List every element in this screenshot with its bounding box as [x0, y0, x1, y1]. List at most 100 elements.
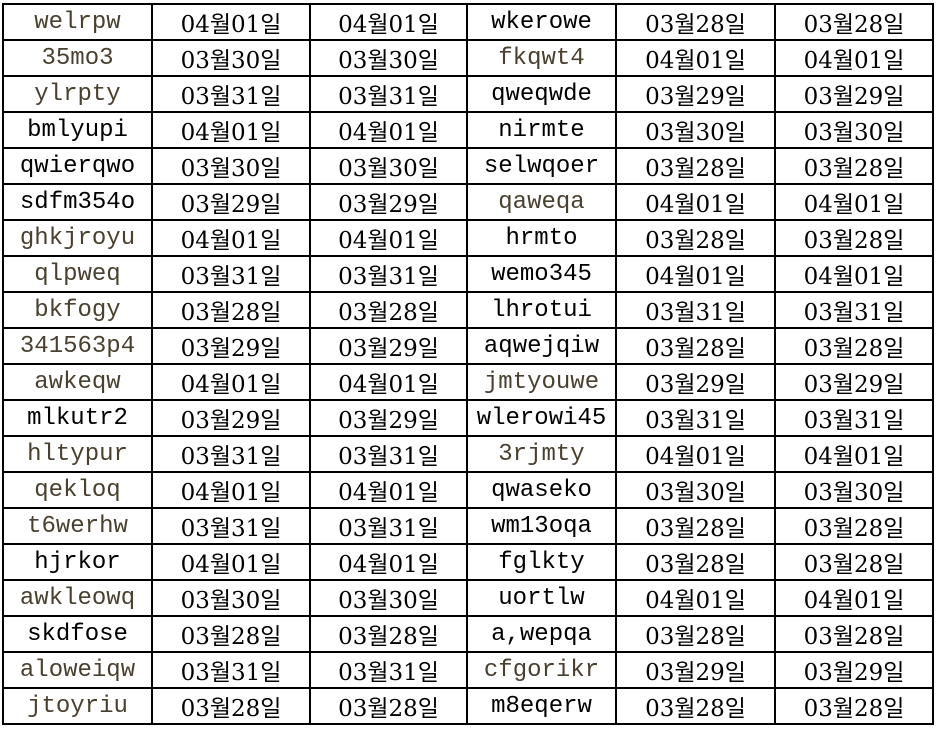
date-cell[interactable]: 03월28일 [774, 687, 934, 725]
date-cell[interactable]: 03월29일 [151, 327, 311, 365]
date-cell[interactable]: 03월28일 [309, 615, 468, 653]
name-cell-left[interactable]: sdfm354o [2, 183, 153, 221]
date-cell[interactable]: 03월29일 [309, 399, 468, 437]
date-cell[interactable]: 03월31일 [309, 435, 468, 473]
date-cell[interactable]: 03월30일 [151, 39, 311, 77]
date-cell[interactable]: 04월01일 [615, 183, 776, 221]
name-cell-right[interactable]: fglkty [466, 543, 617, 581]
name-cell-right[interactable]: selwqoer [466, 147, 617, 185]
date-cell[interactable]: 03월28일 [151, 687, 311, 725]
name-cell-right[interactable]: aqwejqiw [466, 327, 617, 365]
date-cell[interactable]: 03월31일 [774, 291, 934, 329]
date-cell[interactable]: 03월28일 [615, 543, 776, 581]
date-cell[interactable]: 04월01일 [774, 183, 934, 221]
date-cell[interactable]: 03월29일 [774, 363, 934, 401]
name-cell-left[interactable]: hjrkor [2, 543, 153, 581]
name-cell-left[interactable]: ghkjroyu [2, 219, 153, 257]
name-cell-right[interactable]: qweqwde [466, 75, 617, 113]
date-cell[interactable]: 03월30일 [615, 471, 776, 509]
date-cell[interactable]: 03월29일 [151, 399, 311, 437]
date-cell[interactable]: 03월28일 [615, 219, 776, 257]
date-cell[interactable]: 03월30일 [309, 147, 468, 185]
date-cell[interactable]: 03월29일 [309, 183, 468, 221]
date-cell[interactable]: 03월29일 [151, 183, 311, 221]
date-cell[interactable]: 04월01일 [774, 39, 934, 77]
name-cell-right[interactable]: a,wepqa [466, 615, 617, 653]
name-cell-left[interactable]: qekloq [2, 471, 153, 509]
name-cell-right[interactable]: m8eqerw [466, 687, 617, 725]
date-cell[interactable]: 04월01일 [151, 219, 311, 257]
date-cell[interactable]: 03월31일 [151, 507, 311, 545]
date-cell[interactable]: 03월30일 [615, 111, 776, 149]
date-cell[interactable]: 03월30일 [774, 471, 934, 509]
date-cell[interactable]: 03월28일 [615, 615, 776, 653]
date-cell[interactable]: 03월28일 [774, 3, 934, 41]
name-cell-left[interactable]: bmlyupi [2, 111, 153, 149]
name-cell-right[interactable]: wkerowe [466, 3, 617, 41]
date-cell[interactable]: 04월01일 [151, 543, 311, 581]
name-cell-right[interactable]: qwaseko [466, 471, 617, 509]
date-cell[interactable]: 04월01일 [151, 363, 311, 401]
name-cell-left[interactable]: t6werhw [2, 507, 153, 545]
date-cell[interactable]: 04월01일 [774, 255, 934, 293]
date-cell[interactable]: 03월28일 [774, 615, 934, 653]
date-cell[interactable]: 03월30일 [774, 111, 934, 149]
name-cell-left[interactable]: aloweiqw [2, 651, 153, 689]
name-cell-left[interactable]: awkleowq [2, 579, 153, 617]
date-cell[interactable]: 03월31일 [309, 75, 468, 113]
name-cell-right[interactable]: uortlw [466, 579, 617, 617]
name-cell-left[interactable]: ylrpty [2, 75, 153, 113]
name-cell-right[interactable]: qaweqa [466, 183, 617, 221]
name-cell-right[interactable]: hrmto [466, 219, 617, 257]
date-cell[interactable]: 03월28일 [151, 615, 311, 653]
date-cell[interactable]: 03월30일 [309, 579, 468, 617]
date-cell[interactable]: 04월01일 [309, 111, 468, 149]
date-cell[interactable]: 04월01일 [615, 255, 776, 293]
name-cell-left[interactable]: bkfogy [2, 291, 153, 329]
date-cell[interactable]: 03월29일 [774, 651, 934, 689]
date-cell[interactable]: 04월01일 [309, 219, 468, 257]
date-cell[interactable]: 03월30일 [309, 39, 468, 77]
date-cell[interactable]: 03월28일 [151, 291, 311, 329]
date-cell[interactable]: 04월01일 [309, 363, 468, 401]
name-cell-right[interactable]: 3rjmty [466, 435, 617, 473]
name-cell-right[interactable]: wemo345 [466, 255, 617, 293]
date-cell[interactable]: 04월01일 [615, 579, 776, 617]
name-cell-right[interactable]: nirmte [466, 111, 617, 149]
date-cell[interactable]: 03월29일 [774, 75, 934, 113]
name-cell-right[interactable]: jmtyouwe [466, 363, 617, 401]
name-cell-right[interactable]: cfgorikr [466, 651, 617, 689]
name-cell-left[interactable]: jtoyriu [2, 687, 153, 725]
name-cell-left[interactable]: 35mo3 [2, 39, 153, 77]
date-cell[interactable]: 03월31일 [309, 507, 468, 545]
date-cell[interactable]: 04월01일 [774, 435, 934, 473]
date-cell[interactable]: 03월29일 [615, 75, 776, 113]
date-cell[interactable]: 03월28일 [774, 327, 934, 365]
date-cell[interactable]: 03월31일 [615, 399, 776, 437]
date-cell[interactable]: 04월01일 [151, 471, 311, 509]
date-cell[interactable]: 03월28일 [615, 3, 776, 41]
date-cell[interactable]: 03월29일 [615, 651, 776, 689]
date-cell[interactable]: 03월28일 [774, 147, 934, 185]
date-cell[interactable]: 03월31일 [151, 75, 311, 113]
date-cell[interactable]: 03월30일 [151, 147, 311, 185]
date-cell[interactable]: 03월31일 [309, 651, 468, 689]
date-cell[interactable]: 03월28일 [309, 687, 468, 725]
date-cell[interactable]: 04월01일 [774, 579, 934, 617]
name-cell-left[interactable]: awkeqw [2, 363, 153, 401]
date-cell[interactable]: 03월31일 [151, 651, 311, 689]
date-cell[interactable]: 03월30일 [151, 579, 311, 617]
name-cell-left[interactable]: qwierqwo [2, 147, 153, 185]
date-cell[interactable]: 03월29일 [615, 363, 776, 401]
name-cell-right[interactable]: wlerowi45 [466, 399, 617, 437]
date-cell[interactable]: 03월28일 [309, 291, 468, 329]
date-cell[interactable]: 04월01일 [309, 471, 468, 509]
date-cell[interactable]: 04월01일 [151, 111, 311, 149]
date-cell[interactable]: 03월28일 [615, 507, 776, 545]
date-cell[interactable]: 03월28일 [615, 147, 776, 185]
date-cell[interactable]: 03월28일 [774, 219, 934, 257]
date-cell[interactable]: 03월28일 [774, 507, 934, 545]
date-cell[interactable]: 03월31일 [615, 291, 776, 329]
name-cell-left[interactable]: mlkutr2 [2, 399, 153, 437]
date-cell[interactable]: 03월28일 [615, 327, 776, 365]
